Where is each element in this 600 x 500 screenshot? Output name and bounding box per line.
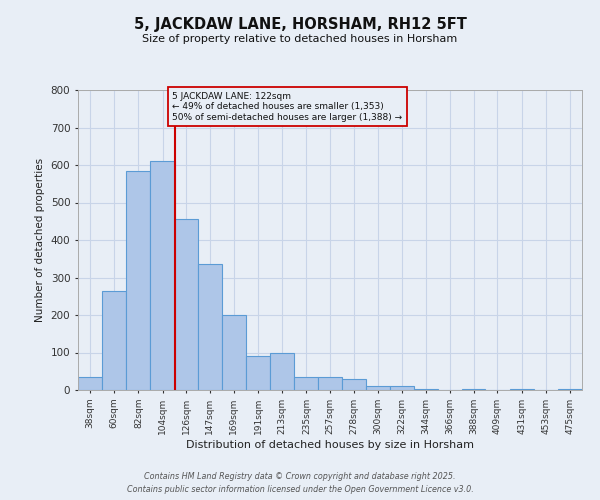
Bar: [390, 386, 414, 390]
X-axis label: Distribution of detached houses by size in Horsham: Distribution of detached houses by size …: [186, 440, 474, 450]
Text: 5, JACKDAW LANE, HORSHAM, RH12 5FT: 5, JACKDAW LANE, HORSHAM, RH12 5FT: [134, 18, 466, 32]
Bar: [414, 389, 438, 390]
Text: 5 JACKDAW LANE: 122sqm
← 49% of detached houses are smaller (1,353)
50% of semi-: 5 JACKDAW LANE: 122sqm ← 49% of detached…: [172, 92, 403, 122]
Bar: [127, 170, 151, 390]
Text: Contains HM Land Registry data © Crown copyright and database right 2025.: Contains HM Land Registry data © Crown c…: [144, 472, 456, 481]
Bar: [151, 161, 175, 390]
Bar: [509, 389, 533, 390]
Text: Size of property relative to detached houses in Horsham: Size of property relative to detached ho…: [142, 34, 458, 44]
Bar: [463, 389, 485, 390]
Bar: [175, 220, 197, 390]
Bar: [558, 389, 582, 390]
Bar: [246, 356, 270, 390]
Bar: [295, 377, 319, 390]
Bar: [222, 315, 246, 390]
Bar: [102, 290, 127, 390]
Text: Contains public sector information licensed under the Open Government Licence v3: Contains public sector information licen…: [127, 485, 473, 494]
Bar: [78, 377, 102, 390]
Y-axis label: Number of detached properties: Number of detached properties: [35, 158, 45, 322]
Bar: [270, 352, 295, 390]
Bar: [319, 377, 341, 390]
Bar: [365, 386, 390, 390]
Bar: [197, 264, 222, 390]
Bar: [341, 379, 365, 390]
